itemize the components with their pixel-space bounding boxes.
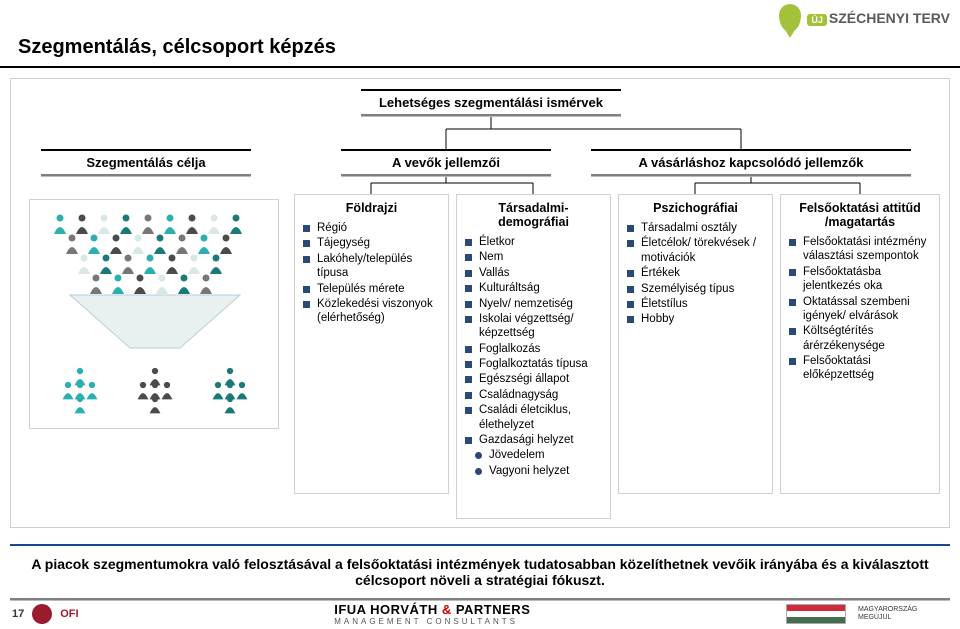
list-item: Értékek <box>627 266 764 280</box>
project-label: MAGYARORSZÁG MEGÚJUL <box>858 606 948 621</box>
list-item: Családnagyság <box>465 388 602 402</box>
list-item: Költségtérítés árérzékenysége <box>789 324 931 353</box>
pin-icon <box>779 4 801 32</box>
box-root-label: Lehetséges szegmentálási ismérvek <box>379 95 603 110</box>
ofi-label: OFI <box>60 608 78 620</box>
list-item: Életstílus <box>627 297 764 311</box>
col-demo-list: ÉletkorNem VallásKulturáltság Nyelv/ nemze… <box>465 235 602 478</box>
list-item: Foglalkoztatás típusa <box>465 357 602 371</box>
col-geo-title: Földrajzi <box>303 201 440 215</box>
list-item: Oktatással szembeni igények/ elvárások <box>789 295 931 324</box>
goal-illustration <box>29 199 279 429</box>
box-root: Lehetséges szegmentálási ismérvek <box>361 89 621 116</box>
list-item: Tájegység <box>303 236 440 250</box>
page-number: 17 <box>12 608 24 620</box>
list-item: Felsőoktatási intézmény választási szemp… <box>789 235 931 264</box>
col-att-title: Felsőoktatási attitűd /magatartás <box>789 201 931 229</box>
footer-right: MAGYARORSZÁG MEGÚJUL <box>786 604 948 624</box>
col-geo-list: RégióTájegység Lakóhely/település típusaT… <box>303 221 440 326</box>
list-subitem: Vagyoni helyzet <box>465 464 602 478</box>
box-buyers-label: A vevők jellemzői <box>392 155 500 170</box>
ofi-logo-icon <box>32 604 52 624</box>
list-item: Lakóhely/település típusa <box>303 252 440 281</box>
list-item: Egészségi állapot <box>465 372 602 386</box>
hungary-flag-icon <box>786 604 846 624</box>
list-item: Nyelv/ nemzetiség <box>465 297 602 311</box>
list-item: Vallás <box>465 266 602 280</box>
list-item: Felsőoktatásba jelentkezés oka <box>789 265 931 294</box>
brand-name: SZÉCHENYI TERV <box>829 10 950 26</box>
column-att: Felsőoktatási attitűd /magatartás Felsőo… <box>780 194 940 494</box>
col-psy-list: Társadalmi osztályÉletcélok/ törekvések … <box>627 221 764 327</box>
ifua-name-1: IFUA HORVÁTH <box>334 602 442 617</box>
list-item: Társadalmi osztály <box>627 221 764 235</box>
ifua-sub: MANAGEMENT CONSULTANTS <box>334 617 530 626</box>
footer: 17 OFI IFUA HORVÁTH & PARTNERS MANAGEMEN… <box>0 599 960 629</box>
column-demo: Társadalmi-demográfiai ÉletkorNem VallásK… <box>456 194 611 519</box>
page-title: Szegmentálás, célcsoport képzés <box>18 36 336 59</box>
list-item: Hobby <box>627 312 764 326</box>
list-item: Közlekedési viszonyok (elérhetőség) <box>303 297 440 326</box>
list-item: Életkor <box>465 235 602 249</box>
footer-center: IFUA HORVÁTH & PARTNERS MANAGEMENT CONSU… <box>334 602 530 626</box>
box-goal: Szegmentálás célja <box>41 149 251 176</box>
list-item: Iskolai végzettség/ képzettség <box>465 312 602 341</box>
col-demo-title: Társadalmi-demográfiai <box>465 201 602 229</box>
box-purch-label: A vásárláshoz kapcsolódó jellemzők <box>639 155 864 170</box>
people-funnel-icon <box>30 200 280 430</box>
col-psy-title: Pszichográfiai <box>627 201 764 215</box>
box-purch: A vásárláshoz kapcsolódó jellemzők <box>591 149 911 176</box>
callout-text: A piacok szegmentumokra való felosztásáv… <box>31 556 928 588</box>
list-subitem: Jövedelem <box>465 448 602 462</box>
brand-uj: ÚJ <box>807 14 827 26</box>
column-geo: Földrajzi RégióTájegység Lakóhely/települ… <box>294 194 449 494</box>
brand-logo: ÚJSZÉCHENYI TERV <box>779 4 950 32</box>
list-item: Foglalkozás <box>465 342 602 356</box>
list-item: Életcélok/ törekvések / motivációk <box>627 236 764 265</box>
diagram-canvas: Lehetséges szegmentálási ismérvek Szegme… <box>10 78 950 528</box>
list-item: Régió <box>303 221 440 235</box>
box-buyers: A vevők jellemzői <box>341 149 551 176</box>
ampersand-icon: & <box>442 602 456 617</box>
title-underline <box>0 66 960 68</box>
col-att-list: Felsőoktatási intézmény választási szemp… <box>789 235 931 383</box>
list-item: Gazdasági helyzet <box>465 433 602 447</box>
list-item: Kulturáltság <box>465 281 602 295</box>
ifua-name-2: PARTNERS <box>456 602 531 617</box>
footer-left: 17 OFI <box>12 604 79 624</box>
box-goal-label: Szegmentálás célja <box>86 155 205 170</box>
list-item: Település mérete <box>303 282 440 296</box>
list-item: Személyiség típus <box>627 282 764 296</box>
list-item: Felsőoktatási előképzettség <box>789 354 931 383</box>
list-item: Családi életciklus, élethelyzet <box>465 403 602 432</box>
column-psy: Pszichográfiai Társadalmi osztályÉletcél… <box>618 194 773 494</box>
list-item: Nem <box>465 250 602 264</box>
callout-box: A piacok szegmentumokra való felosztásáv… <box>10 544 950 600</box>
